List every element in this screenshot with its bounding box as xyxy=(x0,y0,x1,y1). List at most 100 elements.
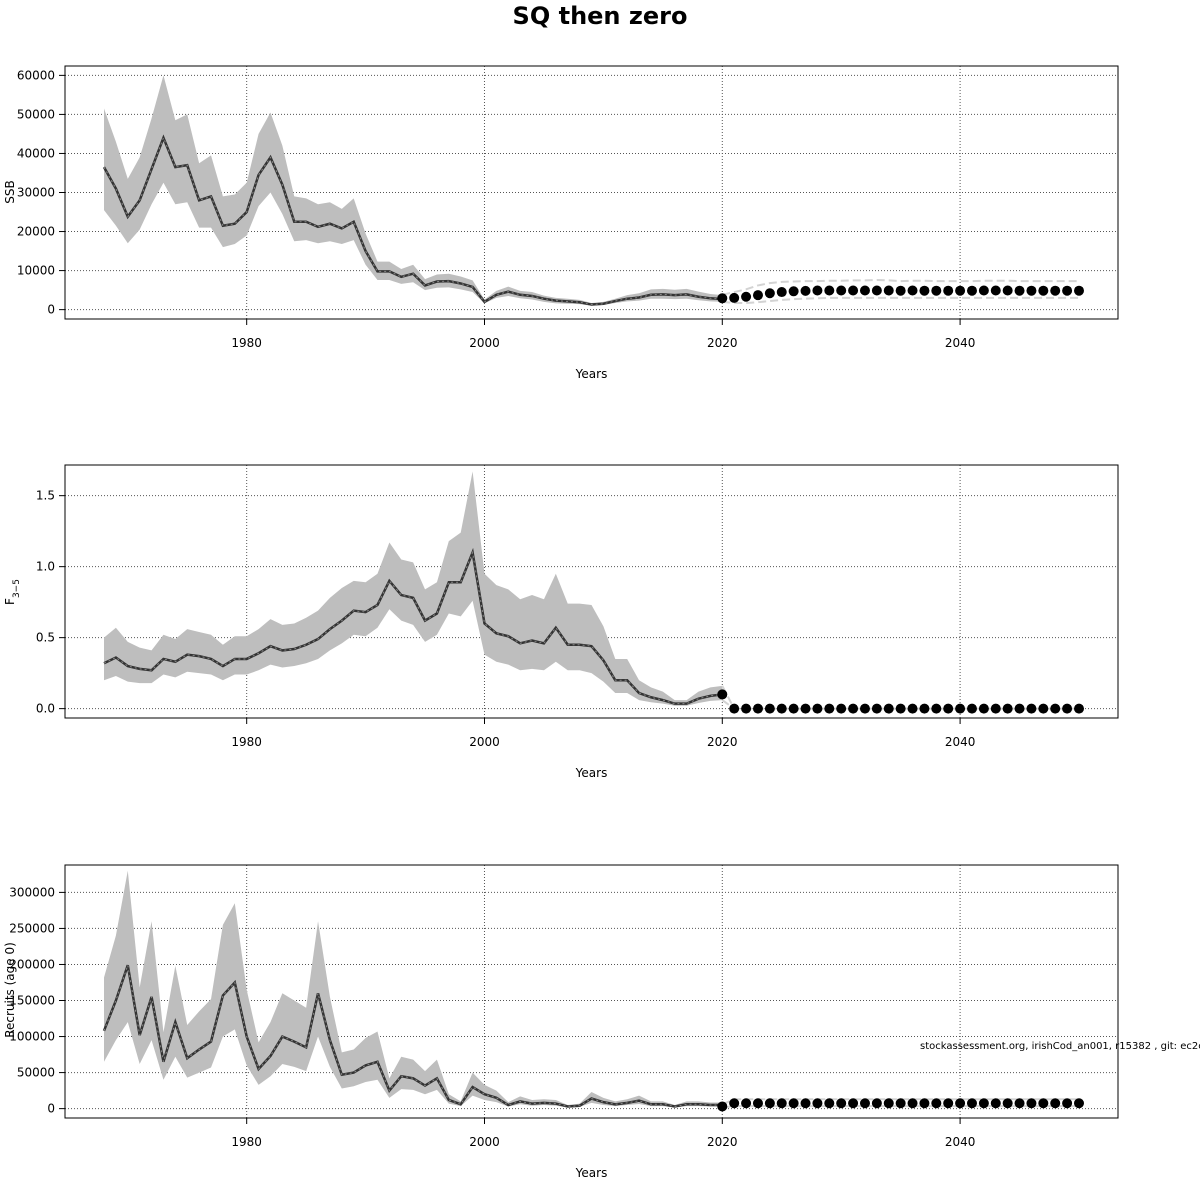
x-tick-label: 2020 xyxy=(707,336,738,350)
forecast-point xyxy=(717,293,728,304)
estimate-line-dots xyxy=(103,965,723,1107)
forecast-point xyxy=(752,290,763,301)
forecast-point xyxy=(752,703,763,714)
x-tick-label: 2000 xyxy=(469,336,500,350)
forecast-point xyxy=(883,1098,894,1109)
forecast-point xyxy=(859,285,870,296)
forecast-point xyxy=(848,1098,859,1109)
forecast-point xyxy=(1074,285,1084,296)
y-tick-label: 60000 xyxy=(17,68,55,82)
forecast-point xyxy=(764,1098,775,1109)
forecast-point xyxy=(966,285,977,296)
panel-1: 1980 2000 2020 2040 0 10000 20000 30000 40000 500… xyxy=(3,65,1119,381)
x-tick-label: 2020 xyxy=(707,1135,738,1149)
forecast-point xyxy=(1038,703,1049,714)
forecast-point xyxy=(1002,285,1013,296)
forecast-point xyxy=(883,285,894,296)
forecast-point xyxy=(978,285,989,296)
forecast-point xyxy=(859,703,870,714)
forecast-point xyxy=(1026,285,1037,296)
y-tick-label: 20000 xyxy=(17,225,55,239)
forecast-point xyxy=(1002,1098,1013,1109)
forecast-point xyxy=(848,285,859,296)
forecast-point xyxy=(931,285,942,296)
forecast-point xyxy=(1026,703,1037,714)
forecast-point xyxy=(978,703,989,714)
forecast-point xyxy=(1014,703,1025,714)
forecast-point xyxy=(871,1098,882,1109)
forecast-point xyxy=(812,1098,823,1109)
forecast-point xyxy=(800,703,811,714)
forecast-lower-line xyxy=(722,296,1079,304)
y-axis-label: F3−5 xyxy=(3,579,22,605)
y-tick-label: 1.0 xyxy=(36,560,55,574)
y-axis-label: SSB xyxy=(3,180,17,203)
forecast-point xyxy=(717,689,728,700)
forecast-point xyxy=(788,703,799,714)
x-tick-label: 2000 xyxy=(469,735,500,749)
x-axis-label: Years xyxy=(575,1166,608,1180)
y-tick-label: 10000 xyxy=(17,264,55,278)
forecast-point xyxy=(907,703,918,714)
forecast-upper-line xyxy=(722,278,1079,296)
forecast-point xyxy=(848,703,859,714)
y-tick-label: 50000 xyxy=(17,1066,55,1080)
forecast-point xyxy=(1050,285,1061,296)
forecast-point xyxy=(1050,1098,1061,1109)
forecast-point xyxy=(1062,285,1073,296)
forecast-point xyxy=(729,703,740,714)
y-tick-label: 0 xyxy=(47,1102,55,1116)
panel-3: 1980 2000 2020 2040 0 50000 100000 150000 200000… xyxy=(3,864,1119,1180)
x-tick-label: 2040 xyxy=(945,336,976,350)
forecast-point xyxy=(955,1098,966,1109)
forecast-point xyxy=(824,285,835,296)
y-tick-label: 150000 xyxy=(9,994,55,1008)
forecast-point xyxy=(1074,1098,1084,1109)
x-tick-label: 2040 xyxy=(945,1135,976,1149)
forecast-point xyxy=(717,1101,728,1112)
forecast-point xyxy=(788,286,799,297)
estimate-line-dots xyxy=(103,136,723,306)
forecast-point xyxy=(931,1098,942,1109)
plot-frame xyxy=(64,864,1119,1119)
forecast-point xyxy=(907,285,918,296)
forecast-point xyxy=(895,1098,906,1109)
chart-title: SQ then zero xyxy=(512,2,688,30)
forecast-point xyxy=(907,1098,918,1109)
forecast-point xyxy=(741,291,752,302)
forecast-point xyxy=(752,1098,763,1109)
forecast-point xyxy=(943,703,954,714)
y-tick-label: 30000 xyxy=(17,186,55,200)
x-tick-label: 2020 xyxy=(707,735,738,749)
y-tick-label: 50000 xyxy=(17,107,55,121)
forecast-point xyxy=(788,1098,799,1109)
forecast-point xyxy=(800,1098,811,1109)
forecast-point xyxy=(836,1098,847,1109)
panel-2: 1980 2000 2020 2040 0.0 0.5 1.0 1.5 Years F3−5 xyxy=(3,464,1119,780)
forecast-point xyxy=(859,1098,870,1109)
forecast-point xyxy=(1062,703,1073,714)
forecast-point xyxy=(729,1098,740,1109)
forecast-point xyxy=(931,703,942,714)
y-tick-label: 100000 xyxy=(9,1030,55,1044)
forecast-point xyxy=(919,285,930,296)
y-tick-label: 1.5 xyxy=(36,489,55,503)
forecast-point xyxy=(1014,1098,1025,1109)
plot-frame xyxy=(64,464,1119,719)
x-tick-label: 2040 xyxy=(945,735,976,749)
forecast-point xyxy=(776,703,787,714)
forecast-point xyxy=(955,703,966,714)
forecast-point xyxy=(1062,1098,1073,1109)
forecast-point xyxy=(812,703,823,714)
forecast-point xyxy=(1002,703,1013,714)
forecast-point xyxy=(1050,703,1061,714)
forecast-point xyxy=(812,285,823,296)
source-footer: stockassessment.org, irishCod_an001, r15… xyxy=(920,1041,1200,1052)
forecast-point xyxy=(824,1098,835,1109)
y-tick-label: 200000 xyxy=(9,957,55,971)
forecast-point xyxy=(871,703,882,714)
y-tick-label: 250000 xyxy=(9,921,55,935)
forecast-point xyxy=(741,703,752,714)
forecast-point xyxy=(943,1098,954,1109)
